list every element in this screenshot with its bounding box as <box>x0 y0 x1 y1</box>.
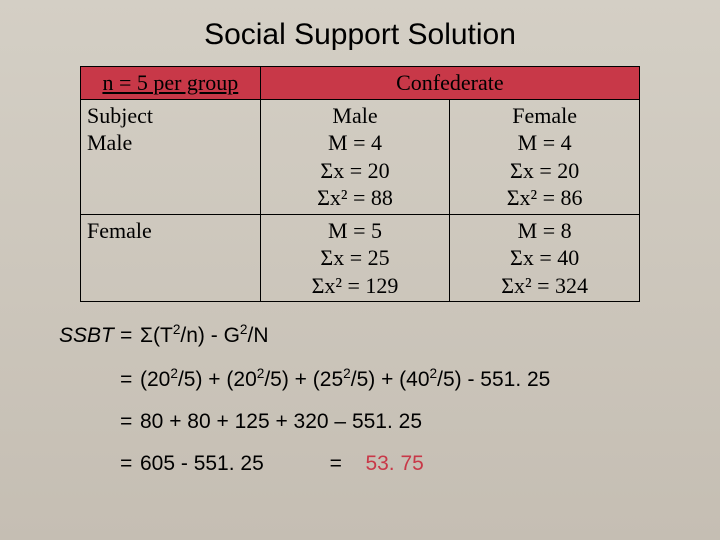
calc-eq: = <box>30 452 140 476</box>
data-table: n = 5 per group Confederate Subject Male… <box>80 66 640 302</box>
calc-expr: Σ(T2/n) - G2/N <box>140 322 690 348</box>
calc-expr: (202/5) + (202/5) + (252/5) + (402/5) - … <box>140 366 690 392</box>
row-label: Female <box>81 214 261 302</box>
cell: M = 8 Σx = 40 Σx² = 324 <box>450 214 640 302</box>
calc-expr: 605 - 551. 25 = 53. 75 <box>140 452 690 476</box>
header-left: n = 5 per group <box>81 67 261 100</box>
cell: Male M = 4 Σx = 20 Σx² = 88 <box>260 99 450 214</box>
table-header-row: n = 5 per group Confederate <box>81 67 640 100</box>
calc-line: SSBT = Σ(T2/n) - G2/N <box>30 322 690 348</box>
row-label: Subject Male <box>81 99 261 214</box>
calc-eq: = <box>30 368 140 392</box>
result-value: 53. 75 <box>335 452 423 475</box>
calc-line: = (202/5) + (202/5) + (252/5) + (402/5) … <box>30 366 690 392</box>
header-span: Confederate <box>260 67 639 100</box>
slide-title: Social Support Solution <box>0 0 720 66</box>
table-row: Female M = 5 Σx = 25 Σx² = 129 M = 8 Σx … <box>81 214 640 302</box>
cell: Female M = 4 Σx = 20 Σx² = 86 <box>450 99 640 214</box>
calc-eq: = <box>30 410 140 434</box>
calculation-block: SSBT = Σ(T2/n) - G2/N = (202/5) + (202/5… <box>30 322 690 476</box>
cell: M = 5 Σx = 25 Σx² = 129 <box>260 214 450 302</box>
calc-line: = 605 - 551. 25 = 53. 75 <box>30 452 690 476</box>
calc-expr: 80 + 80 + 125 + 320 – 551. 25 <box>140 410 690 434</box>
table-row: Subject Male Male M = 4 Σx = 20 Σx² = 88… <box>81 99 640 214</box>
calc-line: = 80 + 80 + 125 + 320 – 551. 25 <box>30 410 690 434</box>
calc-label: SSBT = <box>30 324 140 348</box>
